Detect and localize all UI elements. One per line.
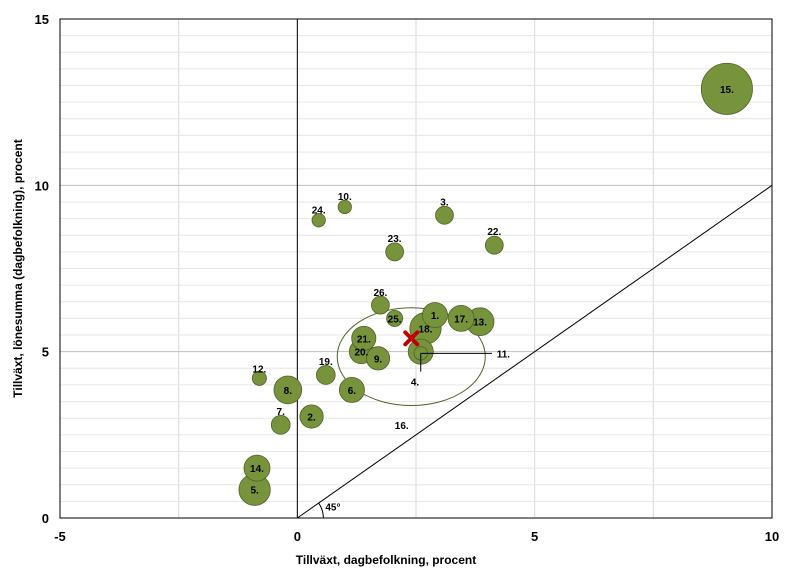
annotations: 11. 4. 16. 45° — [325, 349, 510, 513]
reference-lines — [296, 19, 773, 519]
bubble-point — [299, 404, 324, 429]
bubble-point — [337, 199, 352, 215]
x-axis-title: Tillväxt, dagbefolkning, procent — [296, 553, 476, 567]
bubble-label: 2. — [307, 413, 316, 424]
bubble-point — [338, 376, 365, 403]
annotation-label: 45° — [325, 502, 340, 513]
bubble-point — [435, 205, 454, 225]
bubble-label: 17. — [454, 314, 468, 325]
annotation-label: 16. — [395, 421, 409, 432]
grid-lines — [59, 18, 773, 519]
bubble-point — [351, 325, 377, 351]
tick-labels: -5 0 5 10 0 5 10 15 — [35, 12, 780, 544]
diagonal-45-line — [297, 184, 773, 519]
bubble-label: 26. — [373, 288, 387, 299]
bubble-label: 8. — [284, 386, 293, 397]
bubble-label: 20. — [354, 348, 368, 359]
annotation-label: 4. — [411, 378, 420, 389]
angle-arc — [318, 502, 324, 519]
x-tick-label: -5 — [54, 529, 66, 544]
annotation-label: 11. — [497, 349, 511, 360]
plot-frame — [59, 18, 773, 519]
reference-circle — [336, 307, 486, 407]
bubble-label: 7. — [277, 407, 286, 418]
bubble-point — [251, 370, 267, 386]
y-tick-label: 0 — [42, 511, 49, 526]
bubble-point — [365, 346, 391, 371]
data-points: 1. 2. 3. 5. 6. 7. 8. 9. 10. 12. 13. 14. 15. 17. 18. 19.… — [238, 62, 753, 506]
y-tick-label: 15 — [35, 12, 49, 27]
bubble-label: 10. — [338, 192, 352, 203]
bubble-label: 15. — [720, 85, 734, 96]
bubble-point — [273, 375, 303, 405]
bubble-label: 24. — [312, 205, 326, 216]
bubble-point — [447, 304, 475, 332]
bubble-label: 14. — [250, 464, 264, 475]
bubble-label: 12. — [252, 364, 266, 375]
bubble-point — [484, 235, 504, 255]
bubble-label: 1. — [431, 311, 440, 322]
bubble-label: 23. — [388, 234, 402, 245]
x-tick-label: 5 — [531, 529, 538, 544]
bubble-point — [385, 242, 404, 262]
bubble-point — [371, 295, 390, 315]
bubble-label: 6. — [348, 386, 357, 397]
x-tick-label: 10 — [765, 529, 779, 544]
bubble-point — [270, 415, 291, 435]
bubble-label: 22. — [487, 227, 501, 238]
bubble-point — [316, 365, 336, 385]
bubble-label: 21. — [357, 334, 371, 345]
bubble-point — [422, 302, 448, 329]
x-tick-label: 0 — [294, 529, 301, 544]
bubble-label: 18. — [419, 324, 433, 335]
y-tick-label: 5 — [42, 345, 49, 360]
bubble-label: 9. — [374, 354, 383, 365]
bubble-point — [700, 62, 753, 115]
average-marker-stroke — [403, 330, 420, 347]
bubble-label: 5. — [250, 486, 259, 497]
bubble-label: 19. — [319, 357, 333, 368]
y-axis-title: Tillväxt, lönesumma (dagbefolkning), pro… — [11, 139, 25, 397]
bubble-label: 25. — [388, 314, 402, 325]
bubble-point — [386, 309, 404, 327]
y-tick-label: 10 — [35, 178, 49, 193]
bubble-label: 3. — [440, 197, 449, 208]
bubble-point — [311, 213, 326, 228]
bubble-label: 13. — [473, 318, 487, 329]
bubble-point — [243, 454, 271, 482]
